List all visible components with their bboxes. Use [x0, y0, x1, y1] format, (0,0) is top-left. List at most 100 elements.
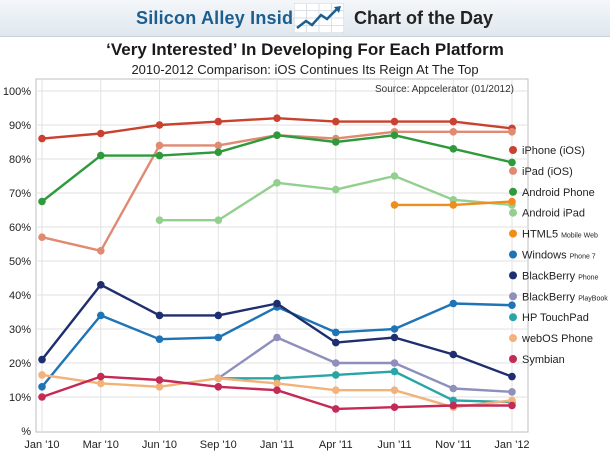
series-lines [38, 114, 516, 413]
y-tick-label: 100% [3, 86, 31, 98]
legend-marker [509, 187, 517, 196]
x-tick-label: Nov '11 [435, 439, 471, 451]
legend-marker [509, 166, 517, 175]
x-tick-label: Jan '12 [494, 439, 529, 451]
data-point [508, 301, 516, 310]
legend-item: Android Phone [509, 187, 595, 199]
data-point [273, 386, 281, 395]
x-tick-label: Apr '11 [319, 439, 353, 451]
data-point [508, 197, 516, 206]
legend-label-suffix: Mobile Web [561, 233, 598, 240]
series-line [218, 370, 513, 404]
data-point [390, 131, 399, 139]
legend-label-suffix: Phone 7 [570, 254, 596, 261]
legend-marker [509, 250, 517, 259]
data-point [449, 201, 458, 209]
y-tick-label: % [21, 426, 31, 438]
data-point [390, 333, 399, 342]
legend-marker [509, 313, 517, 322]
data-point [390, 172, 399, 180]
data-point [214, 333, 223, 342]
legend-item: BlackBerry PlayBook [509, 291, 608, 303]
series-2 [38, 131, 516, 206]
y-tick-label: 20% [9, 358, 31, 370]
series-8 [214, 367, 516, 406]
legend-label: HTML5 Mobile Web [522, 229, 598, 241]
y-tick-label: 90% [9, 120, 31, 132]
series-10 [38, 372, 516, 413]
data-point [97, 129, 105, 138]
legend-marker [509, 146, 517, 154]
data-point [449, 128, 458, 136]
data-point [390, 359, 399, 367]
data-point [332, 371, 340, 379]
legend-item: Symbian [509, 354, 565, 366]
x-tick-label: Mar '10 [83, 439, 119, 451]
data-point [332, 185, 340, 194]
y-tick-label: 50% [9, 256, 31, 268]
data-point [390, 201, 399, 209]
legend-item: HTML5 Mobile Web [509, 229, 598, 241]
source-note: Source: Appcelerator (01/2012) [375, 84, 514, 95]
legend-label: iPhone (iOS) [522, 145, 585, 157]
data-point [214, 311, 223, 320]
legend-marker [509, 292, 517, 301]
legend-item: BlackBerry Phone [509, 270, 599, 282]
data-point [332, 338, 340, 347]
data-point [155, 311, 164, 320]
data-point [273, 379, 281, 388]
legend-marker [509, 334, 517, 343]
x-axis-ticks: Jan '10 Mar '10 Jun '10 Sep '10 Jan '11 Apr '… [24, 439, 529, 451]
data-point [449, 350, 458, 359]
data-point [155, 141, 164, 150]
data-point [273, 131, 281, 139]
data-point [214, 383, 223, 391]
data-point [449, 117, 458, 126]
data-point [508, 388, 516, 396]
data-point [390, 403, 399, 412]
data-point [214, 148, 223, 156]
data-point [155, 376, 164, 384]
data-point [390, 325, 399, 333]
data-point [97, 311, 105, 320]
data-point [273, 299, 281, 308]
data-point [273, 333, 281, 342]
data-point [155, 335, 164, 344]
data-point [390, 386, 399, 395]
data-point [155, 383, 164, 391]
legend-marker [509, 208, 517, 217]
data-point [390, 367, 399, 376]
data-point [332, 386, 340, 395]
data-point [449, 145, 458, 153]
y-axis-ticks: % 10% 20% 30% 40% 50% 60% 70% 80% 90% 100% [3, 86, 31, 438]
legend-label: iPad (iOS) [522, 166, 573, 178]
legend-item: Android iPad [509, 208, 585, 220]
header-banner: Silicon Alley Insider Chart of the Day [0, 0, 610, 37]
x-tick-label: Jun '11 [377, 439, 411, 451]
data-point [214, 141, 223, 150]
legend-marker [509, 229, 517, 238]
data-point [449, 299, 458, 308]
legend-label: Windows Phone 7 [522, 250, 596, 262]
data-point [508, 401, 516, 410]
legend-item: iPad (iOS) [509, 166, 573, 178]
y-tick-label: 70% [9, 188, 31, 200]
x-tick-label: Sep '10 [200, 439, 237, 451]
data-point [38, 134, 46, 143]
legend-item: HP TouchPad [509, 312, 589, 324]
legend-label-suffix: PlayBook [578, 295, 608, 302]
x-tick-label: Jan '11 [260, 439, 294, 451]
legend: iPhone (iOS) iPad (iOS) Android Phone Andro… [509, 145, 608, 366]
legend-item: iPhone (iOS) [509, 145, 585, 157]
legend-item: webOS Phone [509, 333, 593, 345]
x-tick-label: Jan '10 [24, 439, 59, 451]
chart-title: ‘Very Interested’ In Developing For Each… [106, 40, 504, 59]
y-tick-label: 30% [9, 324, 31, 336]
plot-border [35, 78, 529, 433]
y-tick-label: 10% [9, 392, 31, 404]
legend-label: webOS Phone [521, 333, 593, 345]
data-point [38, 197, 46, 206]
legend-label: Symbian [522, 354, 565, 366]
legend-label: HP TouchPad [522, 312, 589, 324]
